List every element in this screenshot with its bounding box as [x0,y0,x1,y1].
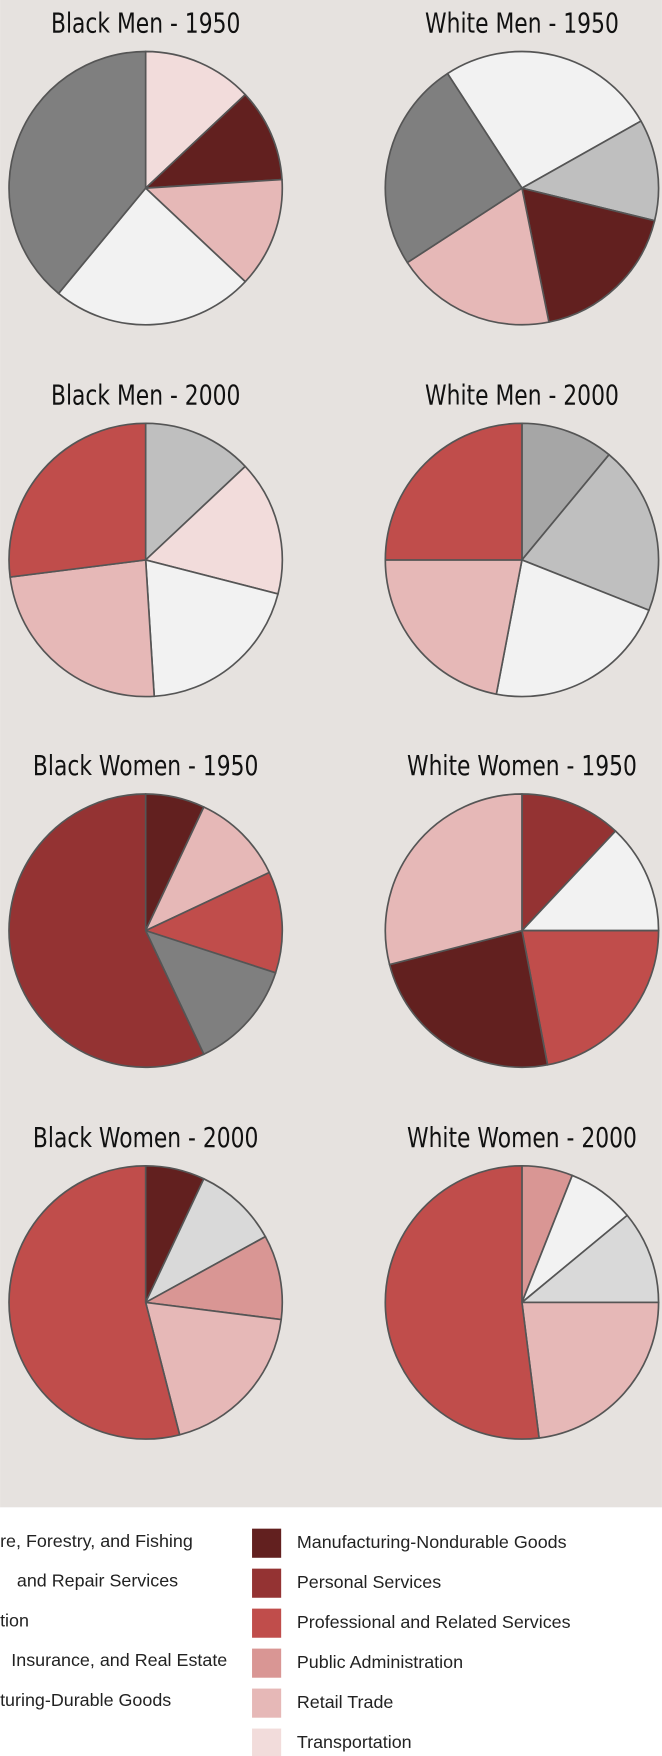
chart-title: Black Women - 1950 [33,749,258,781]
pie-slice [384,422,523,561]
pie-slice [521,187,656,323]
pie [384,1164,660,1440]
legend-label: Professional and Related Services [297,1612,571,1632]
pie-slice [8,793,205,1069]
pie-slice [8,422,147,578]
legend-label: re, Forestry, and Fishing [0,1531,193,1551]
legend-label: Public Administration [297,1652,463,1672]
pie-slice [521,1301,660,1439]
legend-swatch [252,1608,282,1638]
pie [8,793,284,1069]
pie-slice [144,50,247,189]
legend-swatch [252,1528,282,1558]
legend-label: turing-Durable Goods [0,1690,171,1710]
pie [384,50,660,326]
legend-label: and Repair Services [17,1571,178,1591]
pie-slice [384,72,523,264]
pie-slice [144,559,279,698]
chart-title: White Women - 2000 [407,1121,637,1153]
pie [8,1164,284,1440]
pie-slice [521,1214,660,1304]
legend-swatch [252,1728,282,1756]
legend-background [0,1507,662,1756]
legend-label: Personal Services [297,1572,441,1592]
pie-slice [384,559,523,695]
pie [384,793,660,1069]
pie-slice [521,830,660,932]
pie-slice [144,422,247,561]
pie-slice [144,929,277,1056]
pie-slice [144,806,271,932]
pie-slice [144,871,284,974]
legend-label: Manufacturing-Nondurable Goods [297,1532,567,1552]
pie-slice [521,793,617,932]
chart-title: White Men - 2000 [425,379,619,411]
pie-slice [495,559,650,698]
pie-slice [144,465,284,595]
chart-title: Black Men - 1950 [51,7,240,39]
pie-slice [521,929,660,1066]
pie [8,422,284,698]
pie-slice [388,929,549,1069]
legend-label: Transportation [297,1732,412,1752]
pie-slice [521,422,610,561]
legend-label: tion [0,1610,29,1630]
legend-label: Insurance, and Real Estate [11,1650,227,1670]
legend-label: Retail Trade [297,1692,394,1712]
pie-slice [384,1164,540,1440]
pie [8,50,284,326]
chart-title: White Men - 1950 [425,7,619,39]
legend-swatch [252,1688,282,1718]
pie-slice [384,793,523,966]
pie [384,422,660,698]
chart-title: Black Women - 2000 [33,1121,258,1153]
legend-swatch [252,1568,282,1598]
pie-slice [144,178,284,283]
pie-slice [144,93,283,189]
pie-slice [144,1301,283,1436]
pie-slice [446,50,642,189]
pie-slice [144,1177,267,1304]
pie-slice [8,50,147,295]
pie-slice [521,453,660,612]
pie-slice [144,1235,284,1321]
legend-swatch [252,1648,282,1678]
chart-title: Black Men - 2000 [51,379,240,411]
pie-slice [9,559,156,698]
pie-slice [57,187,247,326]
pie-slice [406,187,550,326]
chart-title: White Women - 1950 [407,749,637,781]
pie-slice [8,1164,181,1440]
